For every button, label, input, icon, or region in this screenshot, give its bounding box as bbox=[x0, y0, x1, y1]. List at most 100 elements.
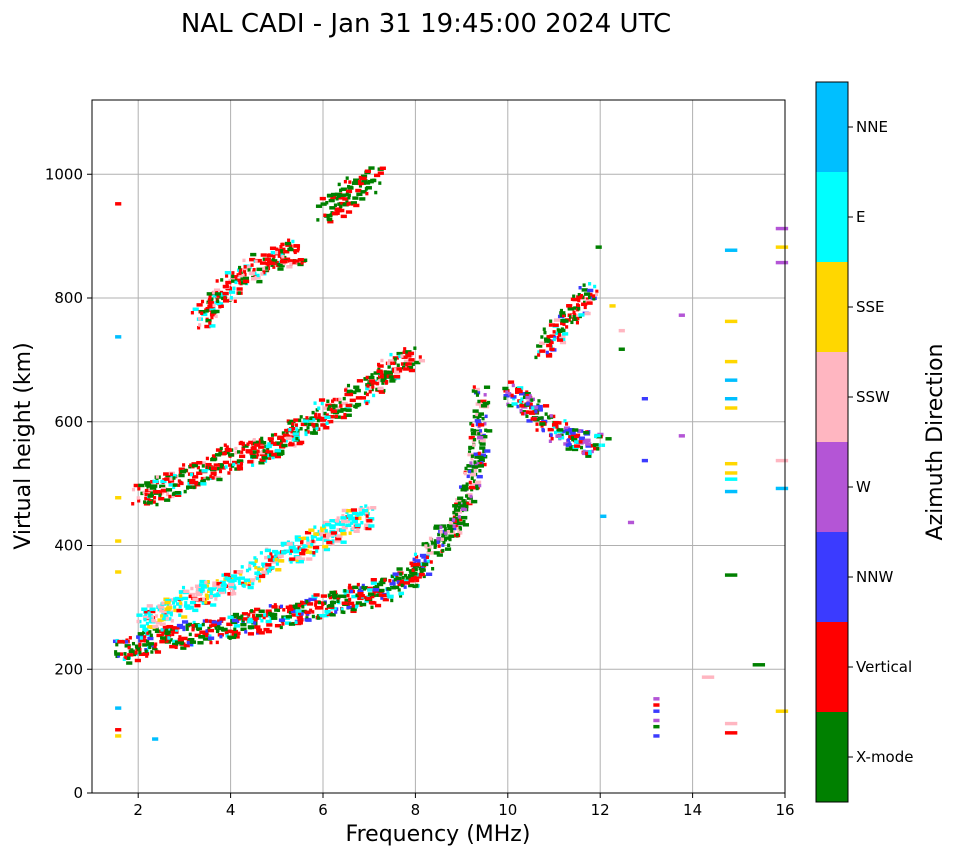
echo-x-mode bbox=[174, 640, 182, 644]
echo-x-mode bbox=[328, 604, 335, 608]
echo-vertical bbox=[200, 311, 204, 315]
echo-e bbox=[358, 511, 365, 515]
echo-vertical bbox=[320, 594, 327, 598]
echo-vertical bbox=[549, 347, 553, 351]
echo-vertical bbox=[581, 302, 588, 307]
echo-vertical bbox=[388, 578, 392, 583]
echo-nnw bbox=[578, 285, 582, 290]
echo-x-mode bbox=[360, 174, 368, 179]
echo-nnw bbox=[534, 409, 538, 414]
echo-x-mode bbox=[200, 479, 204, 484]
echo-x-mode bbox=[362, 587, 367, 591]
echo-vertical bbox=[134, 650, 138, 655]
echo-nnw bbox=[653, 709, 660, 713]
echo-x-mode bbox=[481, 416, 485, 421]
echo-e bbox=[252, 563, 256, 567]
x-tick-label: 14 bbox=[683, 801, 702, 819]
echo-vertical bbox=[265, 629, 272, 634]
echo-w bbox=[585, 442, 592, 446]
echo-vertical bbox=[570, 297, 574, 301]
echo-x-mode bbox=[345, 413, 352, 417]
echo-vertical bbox=[248, 440, 255, 445]
echo-e bbox=[340, 540, 347, 544]
echo-e bbox=[537, 350, 541, 354]
echo-e bbox=[170, 474, 177, 478]
plot-frame bbox=[91, 99, 786, 794]
echo-ssw bbox=[254, 275, 261, 280]
echo-x-mode bbox=[301, 258, 308, 263]
echo-x-mode bbox=[353, 385, 360, 389]
echo-x-mode bbox=[329, 590, 336, 595]
echo-x-mode bbox=[437, 532, 441, 537]
echo-x-mode bbox=[188, 632, 192, 637]
echo-vertical bbox=[365, 526, 372, 531]
echo-vertical bbox=[338, 201, 345, 206]
echo-vertical bbox=[167, 624, 174, 629]
echo-x-mode bbox=[469, 422, 473, 426]
echo-x-mode bbox=[265, 451, 269, 456]
echo-e bbox=[172, 485, 176, 490]
echo-nnw bbox=[519, 391, 526, 396]
echo-ssw bbox=[213, 288, 221, 292]
echo-vertical bbox=[178, 467, 185, 471]
echo-vertical bbox=[191, 624, 198, 628]
echo-vertical bbox=[510, 393, 514, 398]
echo-nnw bbox=[124, 640, 129, 644]
echo-ssw bbox=[264, 565, 271, 569]
echo-vertical bbox=[360, 176, 367, 181]
echo-vertical bbox=[478, 423, 485, 427]
echo-ssw bbox=[282, 261, 286, 266]
echo-vertical bbox=[237, 631, 241, 636]
echo-x-mode bbox=[276, 608, 281, 612]
echo-sse bbox=[205, 584, 210, 588]
echo-ssw bbox=[775, 458, 789, 463]
echo-vertical bbox=[279, 442, 283, 446]
echo-x-mode bbox=[327, 193, 334, 198]
echo-nnw bbox=[176, 623, 184, 628]
echo-w bbox=[452, 518, 456, 522]
echo-w bbox=[444, 531, 448, 535]
echo-e bbox=[148, 619, 152, 623]
echo-x-mode bbox=[537, 416, 541, 420]
echo-vertical bbox=[161, 612, 169, 616]
echo-vertical bbox=[222, 291, 229, 296]
echo-vertical bbox=[268, 456, 272, 460]
echo-vertical bbox=[297, 257, 304, 262]
echo-vertical bbox=[275, 260, 279, 265]
echo-x-mode bbox=[449, 524, 456, 529]
echo-x-mode bbox=[376, 376, 380, 381]
echo-x-mode bbox=[343, 589, 347, 593]
echo-vertical bbox=[351, 604, 358, 608]
echo-e bbox=[198, 583, 203, 587]
echo-x-mode bbox=[279, 625, 283, 630]
echo-e bbox=[289, 545, 296, 550]
echo-sse bbox=[204, 600, 208, 604]
echo-e bbox=[247, 619, 254, 624]
echo-nnw bbox=[536, 404, 543, 409]
echo-nnw bbox=[484, 449, 491, 453]
echo-e bbox=[316, 537, 323, 541]
echo-vertical bbox=[146, 631, 150, 635]
echo-x-mode bbox=[334, 192, 341, 197]
echo-vertical bbox=[225, 274, 229, 278]
echo-ssw bbox=[169, 598, 176, 602]
echo-vertical bbox=[359, 396, 367, 400]
echo-x-mode bbox=[174, 490, 181, 495]
echo-vertical bbox=[361, 595, 368, 600]
echo-vertical bbox=[160, 489, 167, 493]
echo-e bbox=[554, 331, 559, 336]
echo-vertical bbox=[191, 627, 195, 632]
echo-x-mode bbox=[581, 288, 588, 292]
echo-vertical bbox=[240, 450, 244, 454]
echo-sse bbox=[302, 536, 309, 541]
y-tick-label: 200 bbox=[54, 660, 83, 678]
echo-vertical bbox=[205, 462, 212, 467]
echo-x-mode bbox=[543, 337, 551, 341]
echo-x-mode bbox=[370, 373, 374, 377]
echo-vertical bbox=[250, 446, 257, 451]
echo-x-mode bbox=[482, 401, 489, 406]
echo-ssw bbox=[248, 564, 252, 568]
echo-vertical bbox=[327, 420, 331, 424]
echo-vertical bbox=[724, 731, 738, 735]
echo-e bbox=[147, 611, 151, 615]
